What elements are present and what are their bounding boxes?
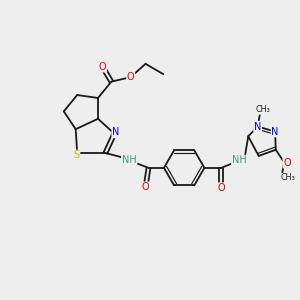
- Text: S: S: [74, 150, 80, 160]
- Text: N: N: [112, 128, 119, 137]
- Text: CH₃: CH₃: [256, 105, 270, 114]
- Text: NH: NH: [232, 155, 247, 165]
- Text: NH: NH: [122, 155, 136, 165]
- Text: O: O: [99, 62, 106, 72]
- Text: N: N: [272, 127, 279, 136]
- Text: O: O: [142, 182, 149, 192]
- Text: O: O: [218, 183, 225, 193]
- Text: O: O: [283, 158, 291, 168]
- Text: N: N: [254, 122, 261, 132]
- Text: O: O: [127, 72, 134, 82]
- Text: CH₃: CH₃: [281, 173, 296, 182]
